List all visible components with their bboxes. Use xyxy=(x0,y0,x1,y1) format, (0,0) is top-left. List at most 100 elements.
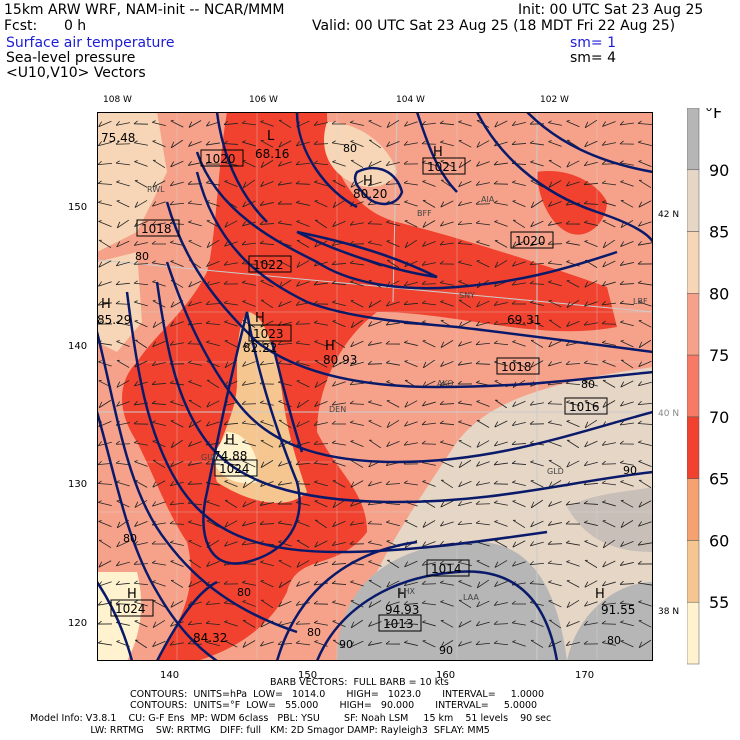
wind-barb xyxy=(116,540,130,548)
wind-barb xyxy=(422,359,436,369)
wind-barb xyxy=(457,201,472,207)
station-gld: GLD xyxy=(547,467,564,476)
wind-barb xyxy=(97,480,113,485)
wind-barb xyxy=(242,300,256,307)
wind-barb xyxy=(187,301,202,307)
wind-barb xyxy=(404,200,418,207)
wind-barb xyxy=(494,420,508,428)
wind-barb xyxy=(457,220,473,226)
wind-barb xyxy=(548,280,562,287)
field-label-vectors: <U10,V10> Vectors xyxy=(6,65,146,81)
wind-barb xyxy=(224,339,238,348)
wind-barb xyxy=(115,561,130,567)
wind-barb xyxy=(458,480,472,488)
wind-barb xyxy=(475,520,490,526)
temperature-colorbar: 90 85 80 75 70 65 60 55 °F xyxy=(687,108,729,665)
wind-barb xyxy=(638,440,652,446)
wind-barb xyxy=(637,400,653,406)
wind-barb xyxy=(170,439,184,449)
wind-barb xyxy=(277,180,292,186)
y-tick-120: 120 xyxy=(68,618,88,629)
colorbar-label-85: 85 xyxy=(709,223,729,242)
wind-barb xyxy=(152,299,166,308)
isobar-label-1018-w: 1018 xyxy=(141,222,172,236)
wind-barb xyxy=(260,420,274,427)
wind-barb xyxy=(295,601,310,606)
wind-barb xyxy=(332,220,346,228)
wind-barb xyxy=(583,520,598,526)
wind-barb xyxy=(602,400,616,408)
wind-barb xyxy=(457,501,472,507)
wind-barb xyxy=(530,620,544,627)
wind-barb xyxy=(170,321,184,327)
wind-barb xyxy=(583,461,598,467)
wind-barb xyxy=(223,140,239,145)
wind-barb xyxy=(602,260,616,268)
wind-barb xyxy=(403,281,418,287)
high-marker-se: H xyxy=(397,587,407,602)
wind-barb xyxy=(620,640,634,648)
wind-barb xyxy=(421,600,436,606)
wind-barb xyxy=(440,160,454,168)
wind-barb xyxy=(601,581,616,587)
wind-barb xyxy=(440,300,454,307)
wind-barb xyxy=(152,159,166,169)
wind-barb xyxy=(548,300,562,308)
wind-barb xyxy=(530,320,544,327)
wind-barb xyxy=(439,120,455,126)
wind-barb xyxy=(403,160,419,165)
wind-barb xyxy=(529,260,545,266)
wind-barb xyxy=(134,460,148,467)
wind-barb xyxy=(475,181,490,186)
isobar-label-1022: 1022 xyxy=(253,258,284,272)
wind-barb xyxy=(386,601,400,607)
wind-barb xyxy=(278,140,292,148)
wind-barb xyxy=(241,400,257,405)
footer-model-info: Model Info: V3.8.1 CU: G-F Ens MP: WDM 6… xyxy=(30,713,552,724)
wind-barb xyxy=(152,280,166,287)
wind-barb xyxy=(476,600,490,608)
wind-barb xyxy=(512,219,526,229)
wind-barb xyxy=(440,361,454,367)
wind-barb xyxy=(422,340,436,348)
wind-barb xyxy=(350,480,364,488)
wind-barb xyxy=(350,619,364,629)
wind-barb xyxy=(206,239,220,249)
wind-barb xyxy=(224,499,238,508)
wind-barb xyxy=(332,360,346,368)
wind-barb xyxy=(403,620,419,625)
wind-barb xyxy=(332,300,346,307)
wind-barb xyxy=(457,520,473,526)
wind-barb xyxy=(602,220,616,228)
wind-barb xyxy=(602,360,616,367)
wind-barb xyxy=(223,280,239,285)
wind-barb xyxy=(584,380,598,387)
wind-barb xyxy=(242,600,256,607)
colorbar-label-55: 55 xyxy=(709,593,729,612)
wind-barb xyxy=(241,580,256,586)
wind-barb xyxy=(332,479,346,488)
wind-barb xyxy=(512,261,526,267)
wind-barb xyxy=(134,200,148,208)
wind-barb xyxy=(548,619,562,629)
wind-barb xyxy=(547,521,562,526)
wind-barb xyxy=(133,420,149,425)
wind-barb xyxy=(278,559,292,568)
wind-barb xyxy=(494,239,508,248)
wind-barb xyxy=(260,120,274,127)
wind-barb xyxy=(206,421,220,427)
wind-barb xyxy=(547,240,563,245)
wind-barb xyxy=(566,181,580,187)
wind-barb xyxy=(530,520,544,528)
wind-barb xyxy=(313,460,329,466)
wind-barb xyxy=(439,240,454,246)
wind-barb xyxy=(385,360,400,366)
wind-barb xyxy=(601,620,617,625)
wind-barb xyxy=(475,621,490,627)
wind-barb xyxy=(313,320,328,326)
wind-barb xyxy=(529,541,544,547)
wind-barb xyxy=(260,439,274,448)
wind-barb xyxy=(493,441,508,447)
wind-barb xyxy=(98,399,112,409)
wind-barb xyxy=(457,240,473,245)
